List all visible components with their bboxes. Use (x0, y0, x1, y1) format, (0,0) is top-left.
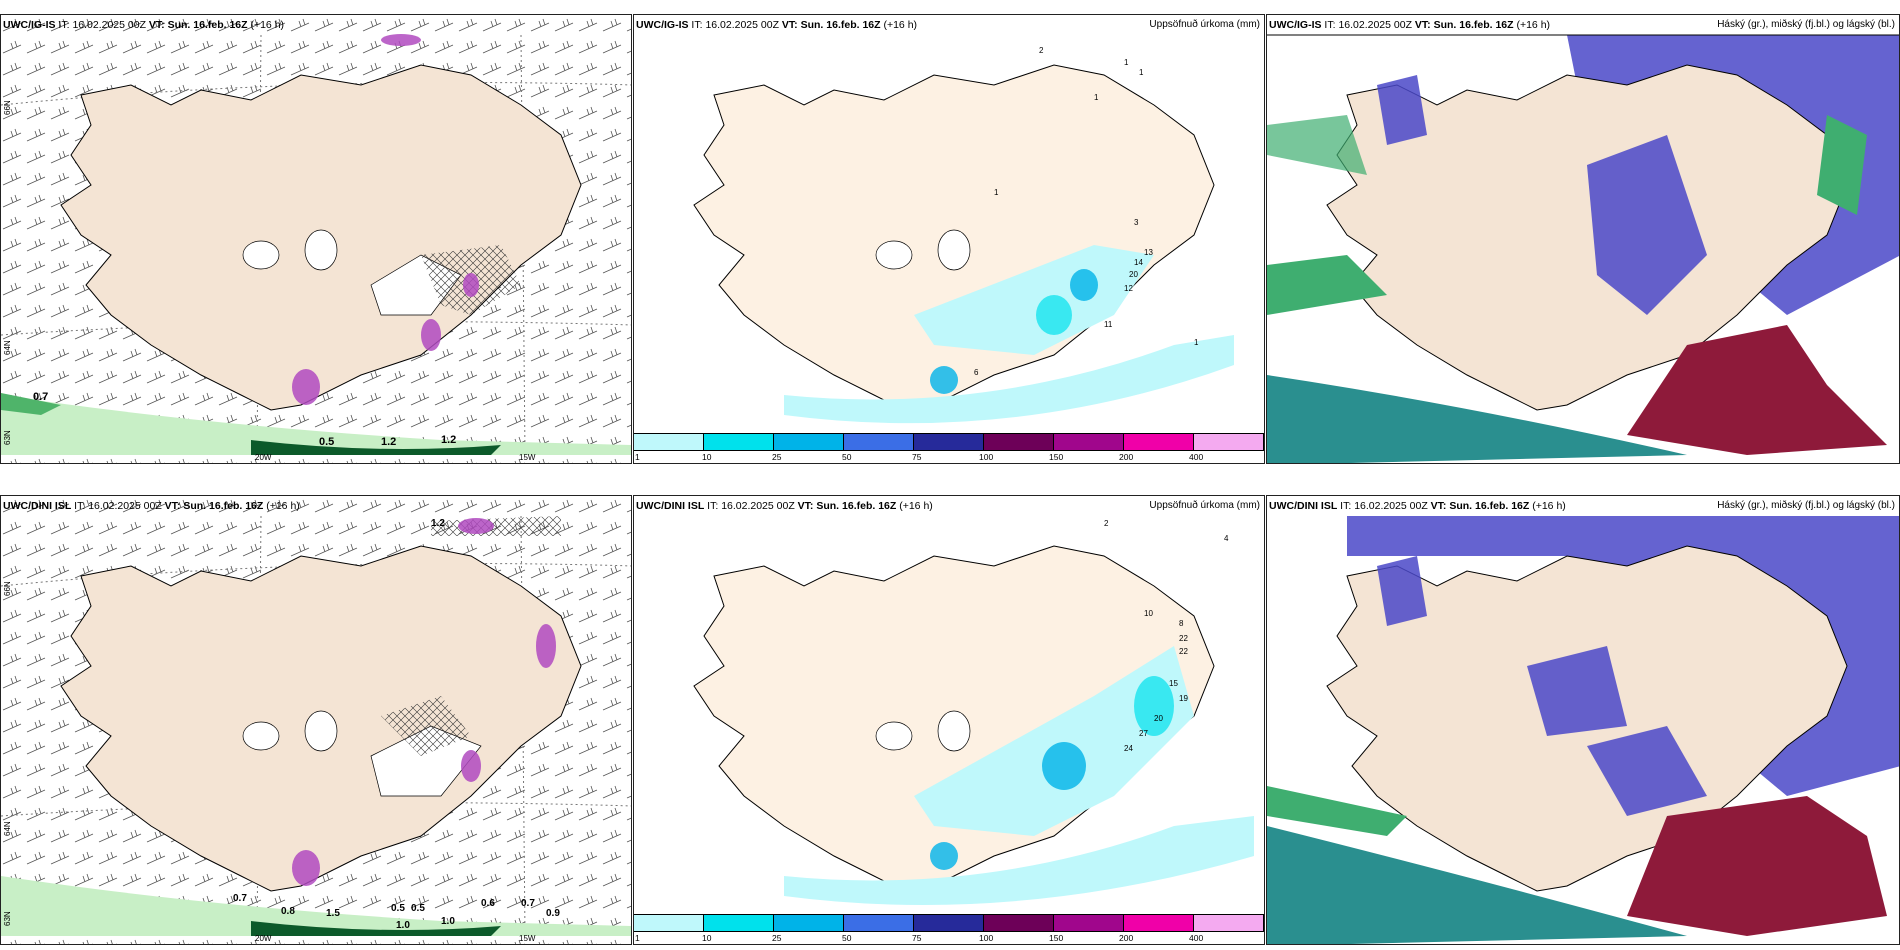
precip-value: 24 (1124, 744, 1133, 753)
precip-value: 11 (1104, 320, 1113, 329)
precip-value: 2 (1039, 46, 1044, 55)
colorbar-labels: 1 10 25 50 75 100 150 200 400 (635, 933, 1204, 943)
precip-value: 15 (1169, 679, 1178, 688)
iceland-wind-map: 1.2 0.7 0.8 1.5 0.5 0.6 0.5 1.0 1.0 0.7 … (1, 496, 631, 944)
iceland-cloud-map (1267, 516, 1899, 944)
value-label: 0.7 (33, 391, 48, 403)
precip-value: 22 (1179, 647, 1188, 656)
panel-title: UWC/IG-IS IT: 16.02.2025 00Z VT: Sun. 16… (636, 19, 1260, 31)
lat-label: 63N (3, 430, 12, 445)
panel-title: UWC/DINI ISL IT: 16.02.2025 00Z VT: Sun.… (3, 500, 300, 512)
precip-value: 20 (1154, 714, 1163, 723)
lon-label: 15W (519, 453, 536, 462)
panel-title: UWC/IG-IS IT: 16.02.2025 00Z VT: Sun. 16… (1269, 19, 1895, 31)
precip-colorbar (634, 433, 1264, 451)
precip-value: 12 (1124, 284, 1133, 293)
value-label: 1.0 (396, 920, 410, 931)
precip-value: 19 (1179, 694, 1188, 703)
map-panel-clouds-igis: UWC/IG-IS IT: 16.02.2025 00Z VT: Sun. 16… (1266, 14, 1900, 464)
value-label: 0.5 (319, 436, 334, 448)
lat-label: 66N (3, 100, 12, 115)
value-label: 0.9 (546, 908, 560, 919)
value-label: 0.8 (281, 906, 295, 917)
map-panel-wind-dini: UWC/DINI ISL IT: 16.02.2025 00Z VT: Sun.… (0, 495, 632, 945)
iceland-cloud-map (1267, 34, 1899, 463)
map-panel-wind-igis: UWC/IG-IS IT: 16.02.2025 00Z VT: Sun. 16… (0, 14, 632, 464)
precip-colorbar (634, 914, 1264, 932)
lat-label: 66N (3, 581, 12, 596)
value-label: 1.2 (431, 518, 445, 529)
lat-label: 63N (3, 911, 12, 926)
precip-value: 14 (1134, 258, 1143, 267)
lon-label: 15W (519, 934, 536, 943)
precip-value: 27 (1139, 729, 1148, 738)
map-panel-precip-igis: UWC/IG-IS IT: 16.02.2025 00Z VT: Sun. 16… (633, 14, 1265, 464)
lat-label: 64N (3, 821, 12, 836)
precip-value: 2 (1104, 519, 1109, 528)
precip-value: 20 (1129, 270, 1138, 279)
value-label: 0.5 (391, 903, 405, 914)
precip-value: 1 (1139, 68, 1144, 77)
panel-title: UWC/DINI ISL IT: 16.02.2025 00Z VT: Sun.… (636, 500, 1260, 512)
precip-value: 10 (1144, 609, 1153, 618)
value-label: 0.7 (521, 898, 535, 909)
colorbar-labels: 1 10 25 50 75 100 150 200 400 (635, 452, 1204, 462)
precip-value: 4 (1224, 534, 1229, 543)
value-label: 1.2 (381, 436, 396, 448)
value-label: 1.2 (441, 434, 456, 446)
panel-title: UWC/IG-IS IT: 16.02.2025 00Z VT: Sun. 16… (3, 19, 285, 31)
value-label: 0.6 (481, 898, 495, 909)
iceland-wind-map: 0.7 0.5 1.2 1.2 (1, 15, 631, 463)
precip-value: 1 (1094, 93, 1099, 102)
precip-value: 6 (974, 368, 979, 377)
lat-label: 64N (3, 340, 12, 355)
precip-value: 22 (1179, 634, 1188, 643)
precip-value: 8 (1179, 619, 1184, 628)
lon-label: 20W (255, 934, 272, 943)
precip-value: 1 (1194, 338, 1199, 347)
value-label: 1.0 (441, 916, 455, 927)
value-label: 1.5 (326, 908, 340, 919)
panel-title: UWC/DINI ISL IT: 16.02.2025 00Z VT: Sun.… (1269, 500, 1895, 512)
iceland-precip-map: 2 4 10 8 22 22 15 19 20 27 24 (693, 519, 1254, 905)
map-panel-precip-dini: UWC/DINI ISL IT: 16.02.2025 00Z VT: Sun.… (633, 495, 1265, 945)
iceland-precip-map: 2 1 1 1 1 3 13 14 20 12 11 6 1 (693, 46, 1234, 424)
precip-value: 13 (1144, 248, 1153, 257)
precip-value: 3 (1134, 218, 1139, 227)
value-label: 0.7 (233, 893, 247, 904)
map-panel-clouds-dini: UWC/DINI ISL IT: 16.02.2025 00Z VT: Sun.… (1266, 495, 1900, 945)
precip-value: 1 (994, 188, 999, 197)
lon-label: 20W (255, 453, 272, 462)
precip-value: 1 (1124, 58, 1129, 67)
value-label: 0.5 (411, 903, 425, 914)
